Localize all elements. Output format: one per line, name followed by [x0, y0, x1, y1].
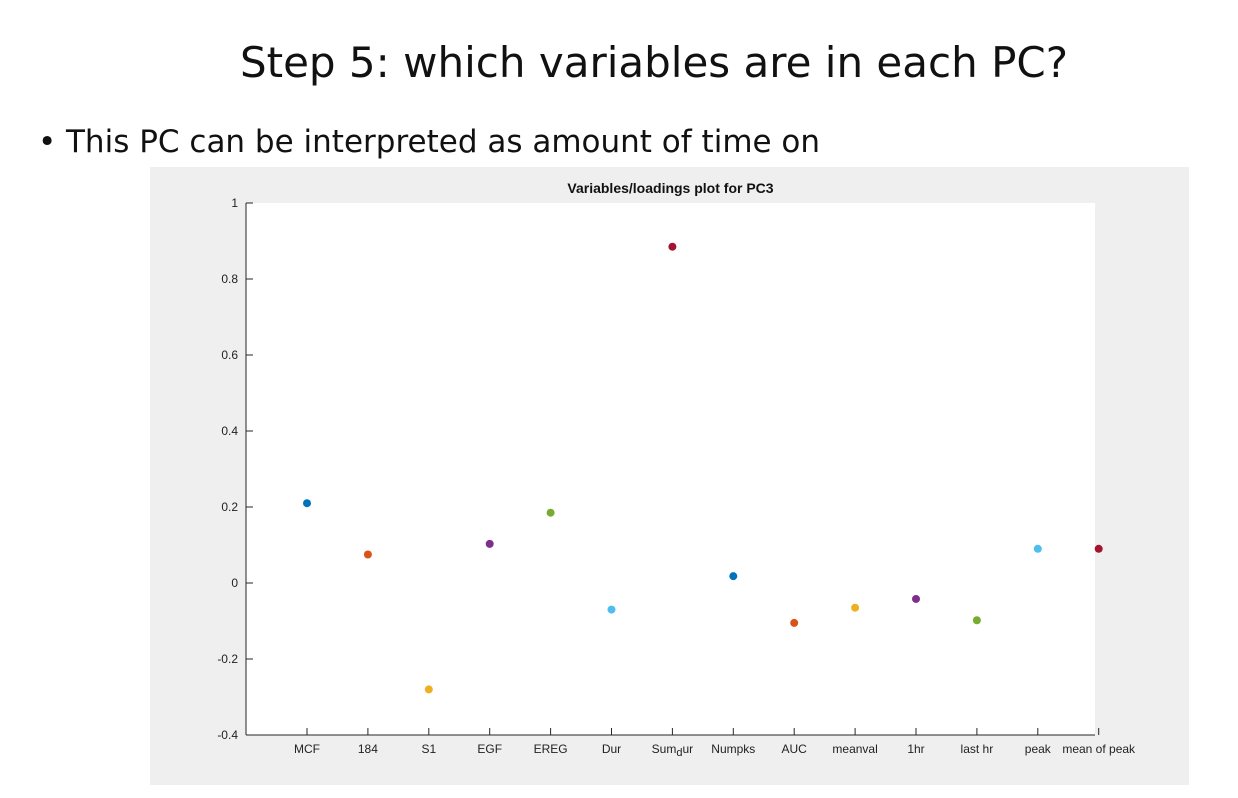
- loadings-scatter-chart: Variables/loadings plot for PC3 -0.4 -0.2…: [217, 180, 1136, 759]
- data-point-ereg: [546, 508, 555, 517]
- data-point-mean-of-peak: [1094, 544, 1103, 553]
- data-point-numpks: [729, 572, 738, 581]
- x-tick-label: AUC: [782, 742, 808, 756]
- figure-window: Variables/loadings plot for PC3 -0.4 -0.2…: [150, 167, 1189, 785]
- bullet-point: • This PC can be interpreted as amount of…: [38, 124, 820, 160]
- x-tick-label: mean of peak: [1062, 742, 1136, 756]
- x-tick-label: 1hr: [907, 742, 924, 756]
- data-point-auc: [790, 618, 799, 627]
- data-point-1hr: [912, 594, 920, 603]
- data-point-peak: [1033, 544, 1042, 553]
- data-point-184: [363, 550, 372, 559]
- x-ticks: MCF 184 S1 EGF EREG Dur Sumdur Numpks AUC meanval…: [294, 728, 1136, 759]
- x-tick-label: Sumdur: [652, 742, 693, 759]
- data-point-sum-dur: [668, 242, 677, 251]
- y-tick-label: 0.8: [221, 272, 238, 286]
- x-tick-label: MCF: [294, 742, 320, 756]
- data-point-s1: [424, 685, 433, 694]
- data-point-meanval: [851, 603, 860, 612]
- x-tick-label: last hr: [961, 742, 994, 756]
- slide-title: Step 5: which variables are in each PC?: [239, 38, 1069, 87]
- x-tick-label: Numpks: [711, 742, 755, 756]
- x-tick-label: EGF: [477, 742, 502, 756]
- chart-title: Variables/loadings plot for PC3: [567, 180, 773, 196]
- bullet-marker: •: [38, 124, 57, 160]
- y-tick-label: 1: [231, 196, 238, 210]
- y-ticks: -0.4 -0.2 0 0.2 0.4 0.6 0.8 1: [217, 196, 253, 742]
- y-tick-label: 0.2: [221, 500, 238, 514]
- y-tick-label: 0.4: [221, 424, 238, 438]
- bullet-text: This PC can be interpreted as amount of …: [66, 124, 821, 160]
- y-tick-label: -0.4: [217, 728, 238, 742]
- data-points: [303, 242, 1103, 694]
- x-tick-label: EREG: [534, 742, 568, 756]
- y-tick-label: 0.6: [221, 348, 238, 362]
- data-point-egf: [485, 539, 494, 548]
- data-point-dur: [607, 605, 616, 614]
- data-point-last-hr: [972, 616, 981, 625]
- x-tick-label: Dur: [602, 742, 621, 756]
- y-tick-label: 0: [231, 576, 238, 590]
- y-tick-label: -0.2: [217, 652, 238, 666]
- x-tick-label: 184: [358, 742, 378, 756]
- x-tick-label: S1: [421, 742, 436, 756]
- data-point-mcf: [303, 499, 311, 508]
- plot-area: [246, 203, 1095, 735]
- x-tick-label: meanval: [832, 742, 877, 756]
- x-tick-label: peak: [1025, 742, 1052, 756]
